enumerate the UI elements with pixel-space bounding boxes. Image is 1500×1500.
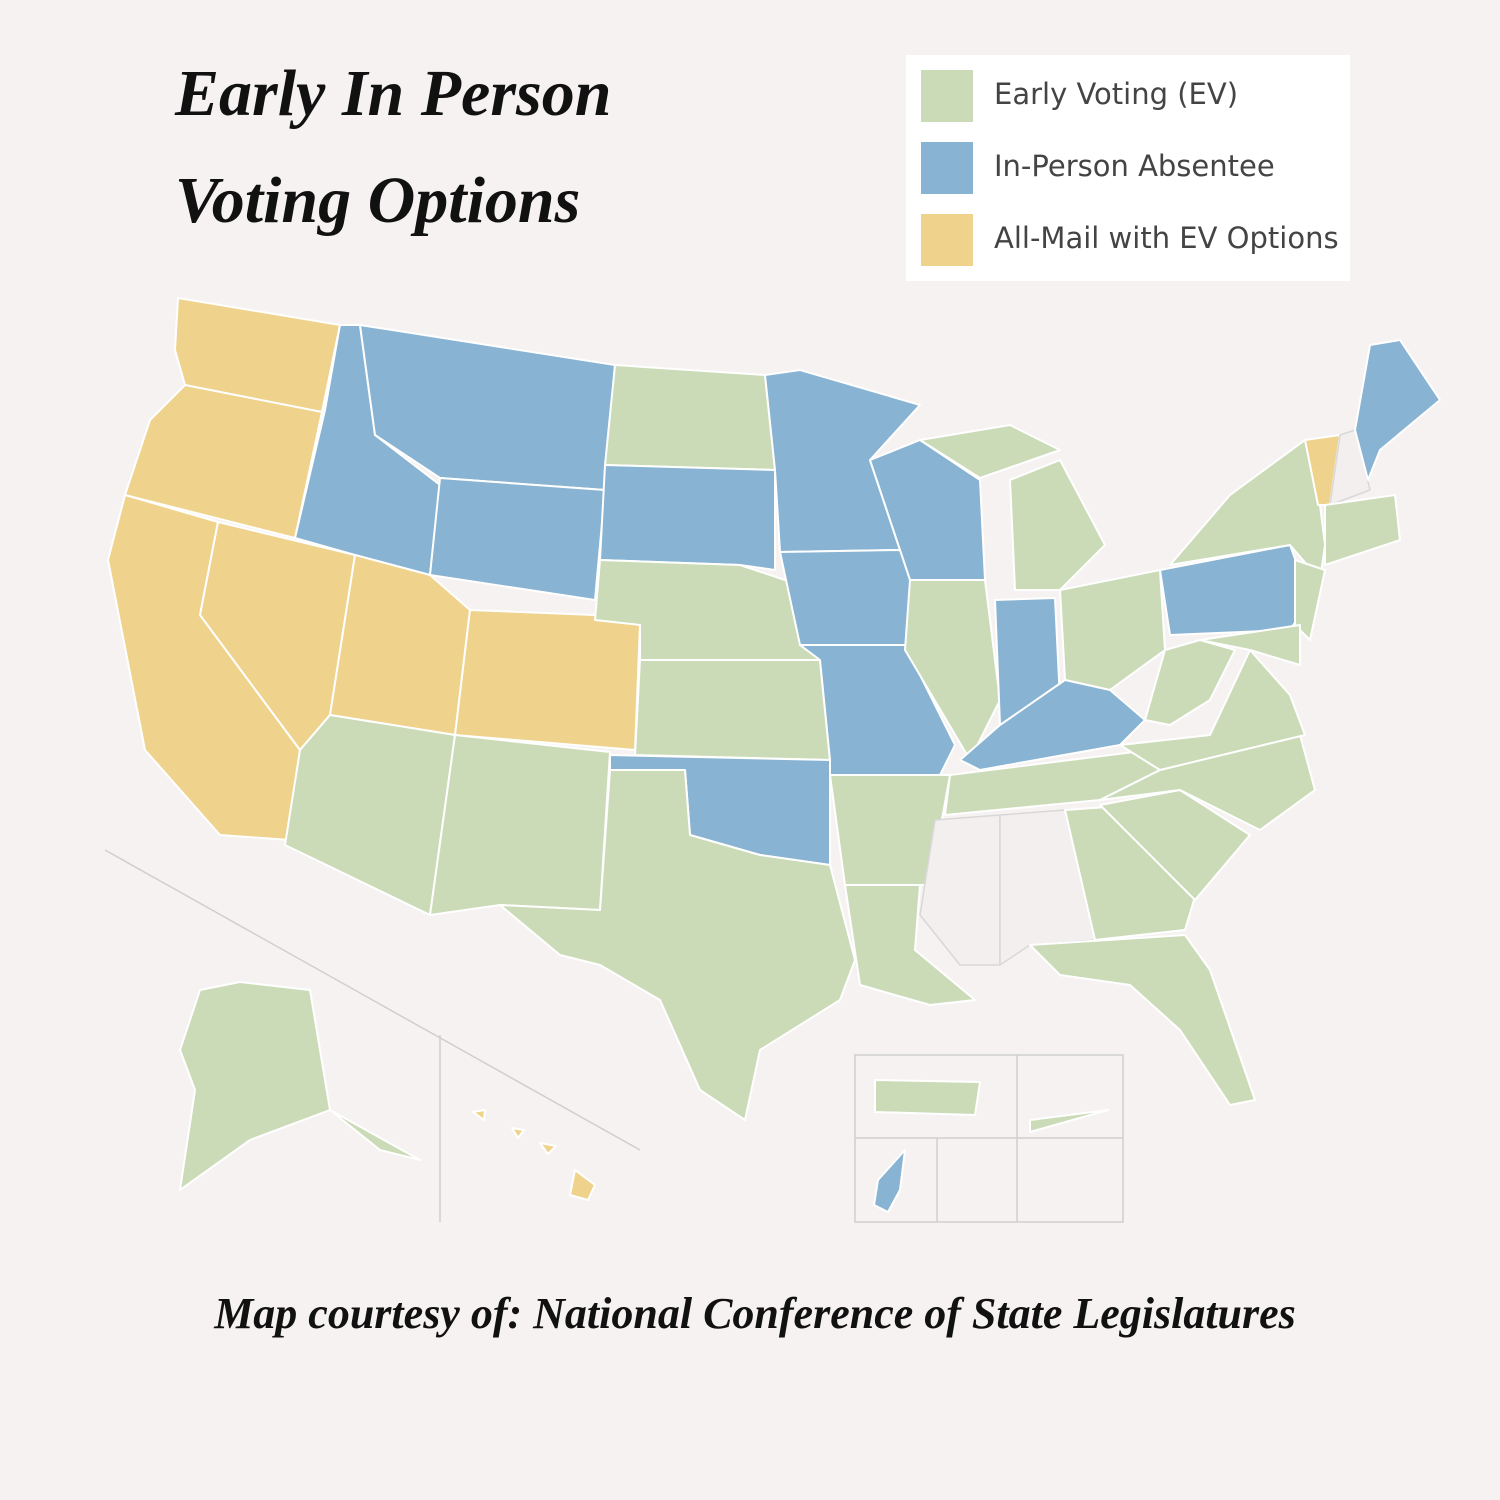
legend: Early Voting (EV) In-Person Absentee All-M… [906, 55, 1350, 281]
region [1009, 459, 1106, 591]
region [844, 884, 976, 1006]
region [1144, 639, 1236, 726]
territory-grid [854, 1054, 1124, 1223]
region [1029, 1109, 1109, 1133]
region [179, 981, 421, 1191]
region [1329, 429, 1371, 506]
region [569, 1169, 596, 1201]
region [499, 769, 856, 1121]
region [1119, 649, 1306, 771]
region [1294, 559, 1326, 641]
legend-label: Early Voting (EV) [994, 77, 1238, 111]
region [511, 1127, 525, 1139]
region [124, 384, 323, 539]
region [919, 424, 1061, 479]
region [472, 1109, 486, 1121]
region [539, 1142, 557, 1155]
region [904, 579, 1001, 761]
map [104, 297, 1441, 1223]
region [779, 549, 926, 646]
region [599, 464, 776, 571]
title-line: Early In Person [174, 57, 611, 130]
legend-label: All-Mail with EV Options [994, 221, 1339, 255]
region [634, 659, 831, 761]
region [604, 364, 776, 471]
legend-swatch [921, 142, 973, 194]
region [1099, 789, 1251, 901]
region [959, 679, 1146, 771]
region [1199, 624, 1301, 666]
region [874, 1079, 981, 1116]
legend-swatch [921, 70, 973, 122]
title-line: Voting Options [175, 164, 580, 237]
caption: Map courtesy of: National Conference of … [213, 1289, 1296, 1338]
region [1059, 569, 1166, 691]
region [454, 609, 641, 751]
region [284, 714, 456, 916]
legend-box [906, 55, 1350, 281]
region [1324, 494, 1401, 566]
region [1354, 339, 1441, 481]
region [873, 1149, 906, 1213]
divider [104, 849, 641, 1151]
region [919, 814, 1001, 966]
legend-swatch [921, 214, 973, 266]
region [429, 477, 606, 601]
region [429, 734, 611, 916]
region [1169, 439, 1326, 581]
legend-label: In-Person Absentee [994, 149, 1275, 183]
region [1029, 934, 1256, 1106]
